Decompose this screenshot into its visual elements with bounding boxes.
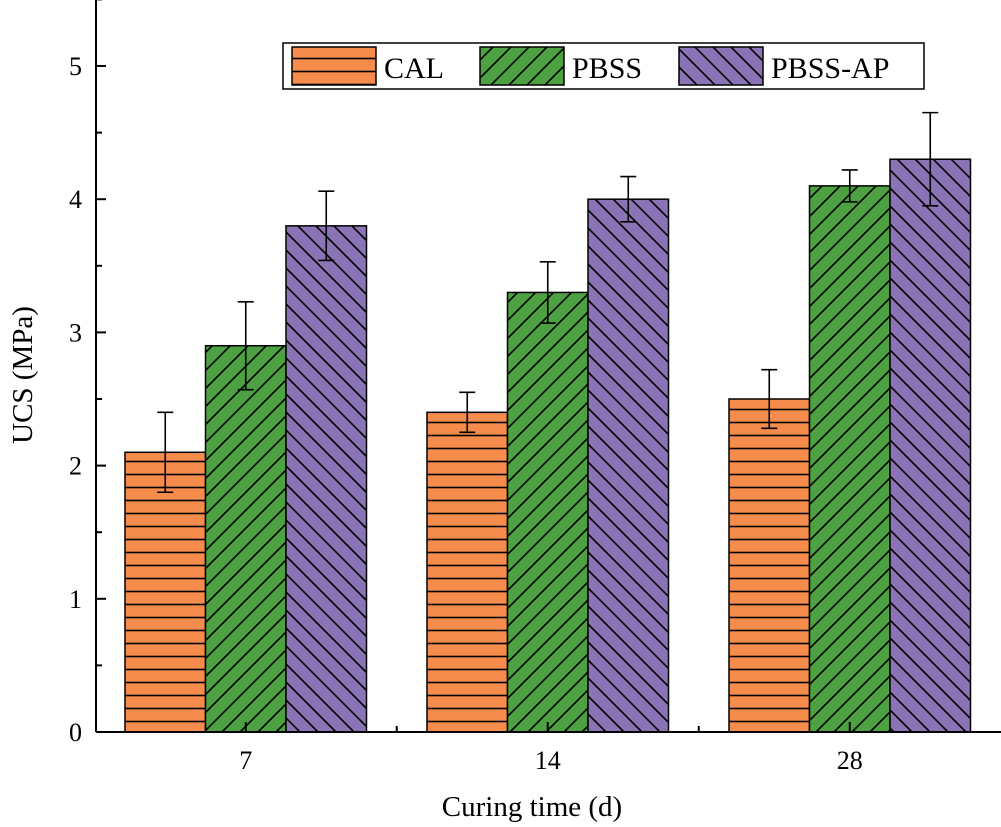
bar-cal-28 bbox=[728, 398, 811, 733]
y-ticks: 0 1 2 3 4 5 bbox=[69, 0, 106, 747]
y-tick-label-1: 1 bbox=[69, 585, 82, 614]
legend-label: PBSS-AP bbox=[771, 52, 889, 85]
bar-pbss-ap-7 bbox=[285, 225, 368, 733]
error-bar-pbss-14 bbox=[539, 261, 556, 324]
error-bar-pbss-ap-7 bbox=[318, 190, 335, 262]
y-tick-label-0: 0 bbox=[69, 718, 82, 747]
bar-pattern bbox=[728, 398, 811, 733]
legend-box bbox=[282, 42, 925, 90]
bar-pattern bbox=[889, 158, 972, 733]
bar-pattern bbox=[587, 198, 670, 733]
bar-pbss-28 bbox=[808, 185, 891, 733]
x-tick-label-28: 28 bbox=[837, 746, 863, 775]
y-axis-label: UCS (MPa) bbox=[7, 306, 39, 444]
y-tick-label-4: 4 bbox=[69, 185, 82, 214]
bar-pattern bbox=[808, 185, 891, 733]
error-bar-pbss-ap-28 bbox=[922, 111, 939, 207]
bars-layer bbox=[124, 158, 972, 733]
y-tick-label-5: 5 bbox=[69, 52, 82, 81]
legend-item-pbss: PBSS bbox=[479, 46, 642, 86]
bar-cal-7 bbox=[124, 451, 207, 733]
bar-pbss-ap-28 bbox=[889, 158, 972, 733]
x-ticks: 7 14 28 bbox=[239, 722, 863, 775]
bar-pattern bbox=[124, 451, 207, 733]
x-axis-label: Curing time (d) bbox=[442, 791, 622, 823]
legend-label: CAL bbox=[384, 52, 444, 85]
legend-label: PBSS bbox=[572, 52, 642, 85]
y-tick-label-3: 3 bbox=[69, 318, 82, 347]
error-bars-layer bbox=[157, 111, 939, 494]
bar-pattern bbox=[285, 225, 368, 733]
error-bar-pbss-28 bbox=[841, 169, 858, 203]
x-tick-label-7: 7 bbox=[239, 746, 252, 775]
x-tick-label-14: 14 bbox=[535, 746, 561, 775]
bar-pbss-ap-14 bbox=[587, 198, 670, 733]
error-bar-pbss-7 bbox=[237, 300, 254, 391]
legend-swatch bbox=[479, 46, 565, 86]
error-bar-cal-14 bbox=[459, 391, 476, 434]
legend-item-pbss-ap: PBSS-AP bbox=[678, 46, 889, 86]
bar-pattern bbox=[426, 411, 509, 733]
bar-pattern bbox=[204, 344, 287, 733]
legend-swatch bbox=[291, 46, 377, 86]
bar-pbss-7 bbox=[204, 344, 287, 733]
y-tick-label-2: 2 bbox=[69, 452, 82, 481]
error-bar-pbss-ap-14 bbox=[620, 175, 637, 223]
error-bar-cal-28 bbox=[761, 368, 778, 430]
bar-pattern bbox=[506, 291, 589, 733]
legend-item-cal: CAL bbox=[291, 46, 444, 86]
legend: CAL PBSS PBSS-AP bbox=[282, 42, 925, 90]
legend-swatch bbox=[678, 46, 764, 86]
bar-pbss-14 bbox=[506, 291, 589, 733]
error-bar-cal-7 bbox=[157, 411, 174, 494]
bar-cal-14 bbox=[426, 411, 509, 733]
